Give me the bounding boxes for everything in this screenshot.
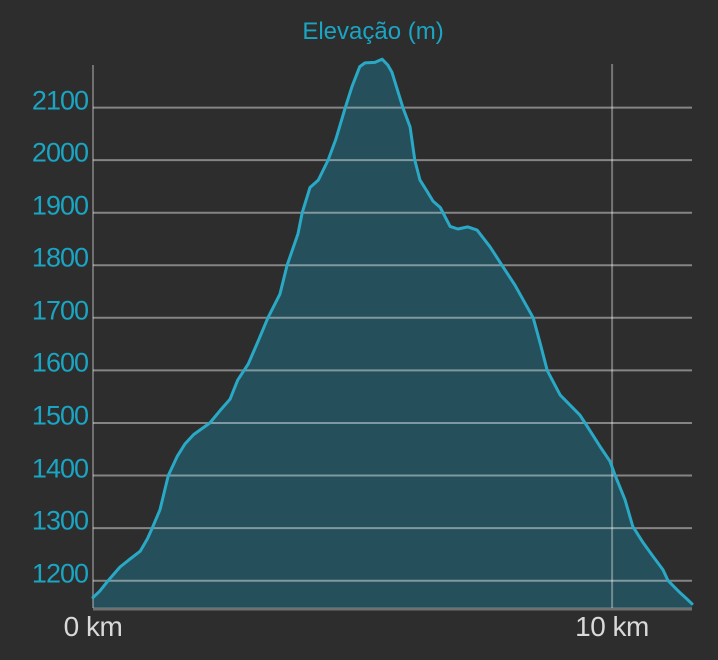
chart-title: Elevação (m) bbox=[302, 18, 444, 45]
x-tick-label-10km: 10 km bbox=[575, 611, 649, 642]
y-tick-label-1900: 1900 bbox=[31, 190, 89, 221]
x-tick-label-0km: 0 km bbox=[63, 611, 123, 642]
y-tick-label-1600: 1600 bbox=[31, 347, 89, 378]
y-tick-label-1400: 1400 bbox=[31, 453, 89, 484]
y-tick-label-1300: 1300 bbox=[31, 505, 89, 536]
y-tick-label-1200: 1200 bbox=[31, 558, 89, 589]
elevation-area-fill bbox=[93, 59, 692, 608]
y-tick-label-2000: 2000 bbox=[31, 137, 89, 168]
y-tick-label-1700: 1700 bbox=[31, 295, 89, 326]
y-tick-label-1800: 1800 bbox=[31, 242, 89, 273]
y-tick-label-1500: 1500 bbox=[31, 400, 89, 431]
y-tick-label-2100: 2100 bbox=[31, 85, 89, 116]
elevation-line bbox=[91, 57, 694, 606]
